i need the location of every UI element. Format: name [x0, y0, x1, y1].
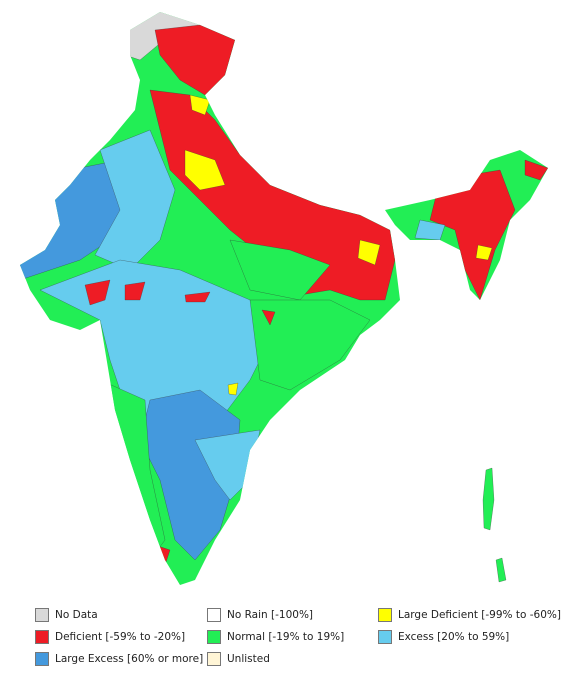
legend-item: No Rain [-100%]: [207, 608, 313, 622]
legend-swatch: [207, 608, 221, 622]
legend-label: Normal [-19% to 19%]: [227, 631, 345, 643]
legend-swatch: [378, 630, 392, 644]
region: [139, 389, 241, 561]
legend-label: No Rain [-100%]: [227, 609, 314, 621]
legend-label: Unlisted: [227, 653, 270, 665]
northeast: [385, 150, 548, 300]
region: [227, 382, 239, 396]
legend-label: Excess [20% to 59%]: [398, 631, 510, 643]
region: [414, 219, 446, 241]
region: [84, 279, 276, 566]
legend-item: Deficient [-59% to -20%]: [35, 630, 185, 644]
legend-item: Unlisted: [207, 652, 270, 666]
legend-item: Large Excess [60% or more]: [35, 652, 203, 666]
legend-item: Excess [20% to 59%]: [378, 630, 509, 644]
region: [154, 24, 236, 96]
legend-label: Large Deficient [-99% to -60%]: [398, 609, 561, 621]
region: [229, 239, 331, 301]
india-map: [20, 12, 548, 585]
legend-swatch: [35, 608, 49, 622]
region: [184, 94, 381, 266]
legend-swatch: [378, 608, 392, 622]
region: [524, 159, 548, 181]
region: [475, 244, 493, 261]
islands: [482, 467, 507, 583]
region: [429, 169, 516, 300]
region: [149, 89, 396, 301]
legend-swatch: [207, 630, 221, 644]
legend-label: Deficient [-59% to -20%]: [55, 631, 186, 643]
legend-swatch: [207, 652, 221, 666]
legend-swatch: [35, 652, 49, 666]
region: [94, 129, 176, 271]
legend-item: Large Deficient [-99% to -60%]: [378, 608, 561, 622]
legend-swatch: [35, 630, 49, 644]
legend-label: Large Excess [60% or more]: [55, 653, 204, 665]
legend-label: No Data: [55, 609, 98, 621]
legend-item: No Data: [35, 608, 98, 622]
legend-item: Normal [-19% to 19%]: [207, 630, 344, 644]
region: [249, 299, 371, 391]
